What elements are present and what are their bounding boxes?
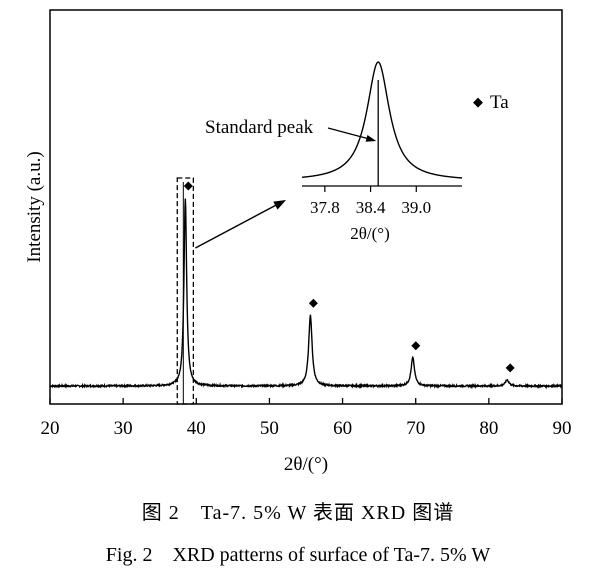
inset-x-tick-labels: 37.8 38.4 39.0 (310, 198, 431, 217)
x-tick-label-30: 30 (114, 418, 133, 439)
peak-highlight-box (176, 177, 195, 405)
zoom-arrow-head (273, 200, 286, 210)
x-tick-label-90: 90 (553, 418, 572, 439)
caption-english: Fig. 2 XRD patterns of surface of Ta-7. … (105, 544, 491, 566)
standard-peak-annotation: Standard peak (205, 117, 314, 138)
inset-x-ticks (324, 186, 417, 192)
standard-peak-pointer-head (365, 135, 377, 142)
peak-marker-2 (308, 298, 318, 308)
inset-tick-label-37.8: 37.8 (310, 198, 340, 217)
peak-marker-3 (411, 341, 421, 351)
x-tick-label-70: 70 (406, 418, 425, 439)
inset-tick-label-39.0: 39.0 (401, 198, 431, 217)
x-axis-tick-labels: 20 30 40 50 60 70 80 90 (41, 418, 572, 439)
x-tick-label-80: 80 (479, 418, 498, 439)
x-axis-label: 2θ/(°) (284, 454, 328, 475)
standard-peak-pointer (327, 127, 372, 141)
inset-x-axis-label: 2θ/(°) (350, 224, 390, 243)
inset-peak-line (301, 61, 463, 179)
xrd-pattern-line (49, 198, 563, 390)
inset-tick-label-38.4: 38.4 (356, 198, 386, 217)
x-axis-ticks (49, 398, 563, 404)
x-tick-label-20: 20 (41, 418, 60, 439)
caption-chinese: 图 2 Ta-7. 5% W 表面 XRD 图谱 (141, 502, 455, 524)
peak-marker-4 (505, 363, 515, 373)
plot-frame (49, 9, 563, 405)
peak-marker-1 (183, 181, 193, 191)
x-tick-label-40: 40 (187, 418, 206, 439)
zoom-arrow (195, 202, 281, 249)
x-tick-label-50: 50 (260, 418, 279, 439)
legend-label: Ta (490, 92, 509, 113)
y-axis-label: Intensity (a.u.) (24, 151, 45, 262)
x-tick-label-60: 60 (333, 418, 352, 439)
xrd-chart: 20 30 40 50 60 70 80 90 Intensity (a.u.) 2θ/(°)… (24, 9, 572, 475)
inset-plot: 37.8 38.4 39.0 Standard peak 2θ/(°) (205, 61, 463, 243)
legend-marker: ◆ (473, 94, 483, 109)
ta-peak-markers (183, 181, 515, 373)
